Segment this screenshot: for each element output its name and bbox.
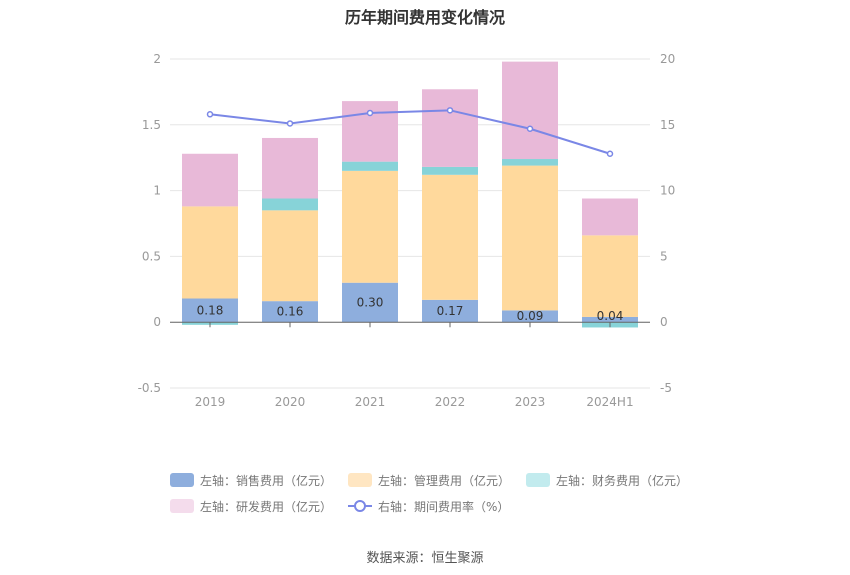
legend-label-rate: 右轴：期间费用率（%） [378,499,510,514]
x-tick-label: 2020 [275,395,306,409]
x-tick-label: 2023 [515,395,546,409]
bar-finance [342,161,398,171]
bar-finance [262,198,318,211]
left-tick-label: 1 [153,184,161,198]
legend-swatch-rate [348,499,373,513]
chart-plot: -0.5 0 0.5 1 1.5 2 -5 0 5 10 15 20 2019 2020 2021 202… [138,52,676,409]
legend-swatch-sales [170,473,194,487]
bar-admin [502,165,558,311]
bar-rd [582,198,638,236]
legend-item-finance[interactable]: 左轴：财务费用（亿元） [526,472,688,489]
bar-rd [182,153,238,207]
sales-data-label: 0.18 [197,303,224,317]
legend-swatch-rd [170,499,194,513]
right-tick-label: 20 [660,52,675,66]
right-tick-label: 15 [660,118,675,132]
bar-sales [422,299,478,323]
legend-label-rd: 左轴：研发费用（亿元） [200,499,333,514]
right-tick-label: 0 [660,315,668,329]
data-labels: 0.18 0.16 0.30 0.17 0.09 0.04 [197,295,624,323]
right-axis-ticks: -5 0 5 10 15 20 [660,52,675,395]
legend-label-admin: 左轴：管理费用（亿元） [378,473,511,488]
x-axis-ticks: 2019 2020 2021 2022 2023 2024H1 [195,322,634,409]
legend-swatch-admin [348,473,373,487]
bar-finance [502,159,558,166]
grid-lines [170,58,650,389]
left-tick-label: -0.5 [138,381,161,395]
bar-rd [422,89,478,167]
sales-data-label: 0.09 [517,309,544,323]
legend-item-admin[interactable]: 左轴：管理费用（亿元） [348,472,510,489]
sales-data-label: 0.17 [437,304,464,318]
legend-item-rd[interactable]: 左轴：研发费用（亿元） [170,498,332,515]
bar-admin [262,210,318,302]
left-tick-label: 0.5 [142,249,161,263]
rate-line [209,109,611,155]
x-tick-label: 2021 [355,395,386,409]
rate-point [206,111,214,118]
bar-sales [502,310,558,323]
bar-admin [182,206,238,299]
bar-rd [262,137,318,199]
rate-point [606,150,614,158]
right-tick-label: 10 [660,184,675,198]
chart-title: 历年期间费用变化情况 [344,8,505,27]
right-tick-label: -5 [660,381,672,395]
bar-sales [582,316,638,323]
bar-admin [342,170,398,283]
bar-sales [182,298,238,323]
data-source: 数据来源：恒生聚源 [366,551,484,566]
rate-point [366,109,374,117]
bar-finance [422,166,478,175]
sales-data-label: 0.04 [597,309,624,323]
x-tick-label: 2022 [435,395,466,409]
right-tick-label: 5 [660,249,668,263]
rate-point [446,107,454,114]
legend-item-rate[interactable]: 右轴：期间费用率（%） [348,498,509,515]
bar-admin [582,235,638,317]
legend: 左轴：销售费用（亿元） 左轴：管理费用（亿元） 左轴：财务费用（亿元） 左轴：研… [170,470,730,522]
rate-line-series [206,107,614,158]
sales-data-label: 0.30 [357,295,384,309]
bar-series [182,61,638,328]
left-tick-label: 2 [153,52,161,66]
legend-item-sales[interactable]: 左轴：销售费用（亿元） [170,472,332,489]
x-tick-label: 2024H1 [586,395,633,409]
legend-label-sales: 左轴：销售费用（亿元） [200,473,333,488]
left-axis-ticks: -0.5 0 0.5 1 1.5 2 [138,52,161,395]
left-tick-label: 0 [153,315,161,329]
bar-rd [502,61,558,160]
x-tick-label: 2019 [195,395,226,409]
legend-swatch-finance [526,473,551,487]
legend-label-finance: 左轴：财务费用（亿元） [556,473,689,488]
left-tick-label: 1.5 [142,118,161,132]
rate-point [286,120,294,127]
rate-point [526,125,534,132]
sales-data-label: 0.16 [277,305,304,319]
bar-admin [422,174,478,300]
bar-sales [342,282,398,323]
bar-sales [262,301,318,323]
